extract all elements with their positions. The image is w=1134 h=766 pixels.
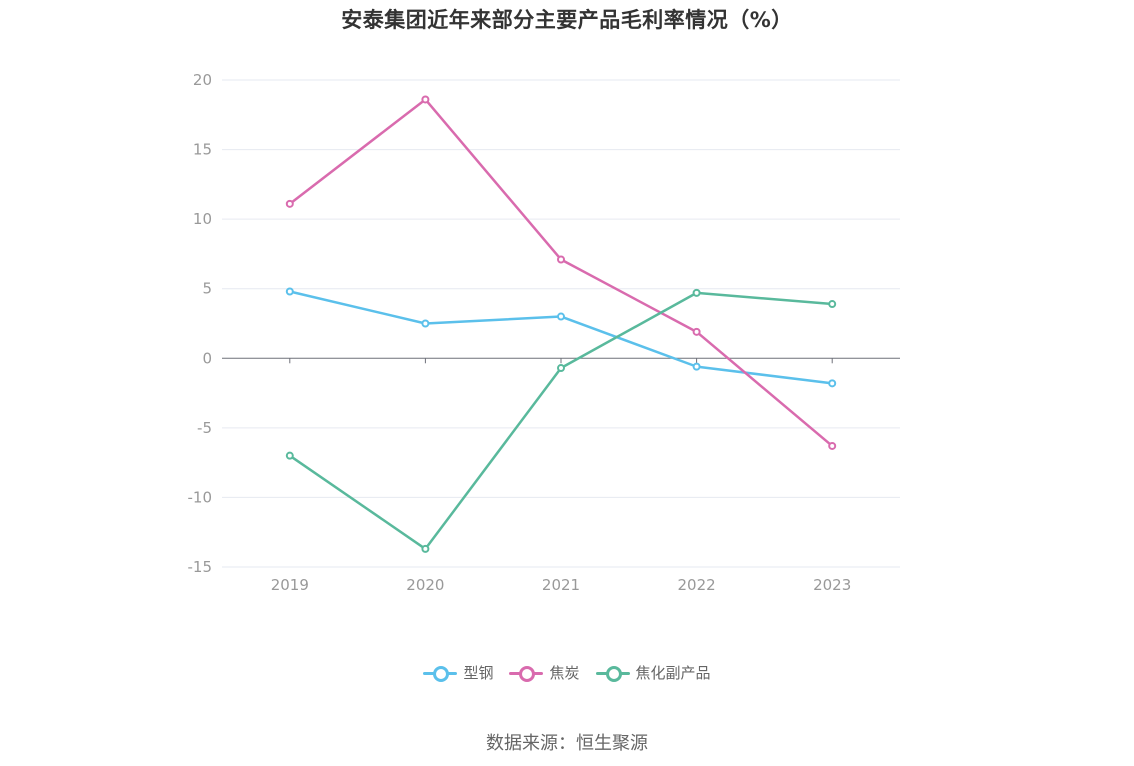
y-tick-label: -15	[188, 558, 213, 576]
x-tick-label: 2023	[813, 576, 851, 594]
x-tick-label: 2019	[271, 576, 309, 594]
data-point	[421, 95, 430, 104]
y-tick-label: 15	[193, 141, 212, 159]
line-chart: -15 -10 -5 0 5 10 15 20 2019 2020 2021 2022 2023	[188, 71, 900, 594]
data-point	[692, 362, 701, 371]
legend-swatch-icon	[509, 665, 544, 682]
data-point	[828, 441, 837, 450]
x-tick-label: 2020	[406, 576, 444, 594]
data-point	[421, 544, 430, 553]
series-型钢	[285, 287, 837, 388]
data-point	[692, 288, 701, 297]
y-tick-label: 5	[202, 280, 212, 298]
series-line	[289, 291, 833, 551]
data-point	[692, 327, 701, 336]
y-tick-label: 20	[193, 71, 212, 89]
y-tick-label: 10	[193, 210, 212, 228]
legend-swatch-icon	[595, 665, 630, 682]
legend-swatch-icon	[423, 665, 458, 682]
legend-label: 型钢	[463, 664, 494, 682]
legend-label: 焦化副产品	[635, 664, 711, 682]
series-layer	[285, 95, 837, 553]
data-point	[285, 199, 294, 208]
data-point	[828, 300, 837, 309]
data-point	[421, 319, 430, 328]
legend-item[interactable]: 型钢	[423, 662, 493, 683]
legend-label: 焦炭	[549, 664, 580, 682]
legend-item[interactable]: 焦炭	[509, 662, 580, 683]
data-point	[557, 364, 565, 373]
y-tick-label: -10	[188, 488, 213, 506]
series-焦炭	[285, 95, 837, 450]
y-tick-label: 0	[202, 349, 212, 367]
series-焦化副产品	[285, 288, 837, 553]
data-point	[285, 287, 294, 296]
x-tick-label: 2022	[678, 576, 716, 594]
series-line	[289, 98, 834, 447]
data-point	[285, 451, 294, 460]
grid-layer	[222, 79, 900, 568]
legend: 型钢 焦炭 焦化副产品	[0, 662, 1134, 683]
y-tick-label: -5	[197, 419, 212, 437]
data-point	[557, 255, 565, 264]
data-point	[828, 379, 837, 388]
legend-item[interactable]: 焦化副产品	[595, 662, 711, 683]
chart-title: 安泰集团近年来部分主要产品毛利率情况（%）	[341, 8, 793, 32]
source-note: 数据来源：恒生聚源	[486, 733, 648, 754]
data-point	[557, 312, 565, 321]
axis-layer: -15 -10 -5 0 5 10 15 20 2019 2020 2021 2022 2023	[188, 71, 900, 594]
x-tick-label: 2021	[542, 576, 580, 594]
